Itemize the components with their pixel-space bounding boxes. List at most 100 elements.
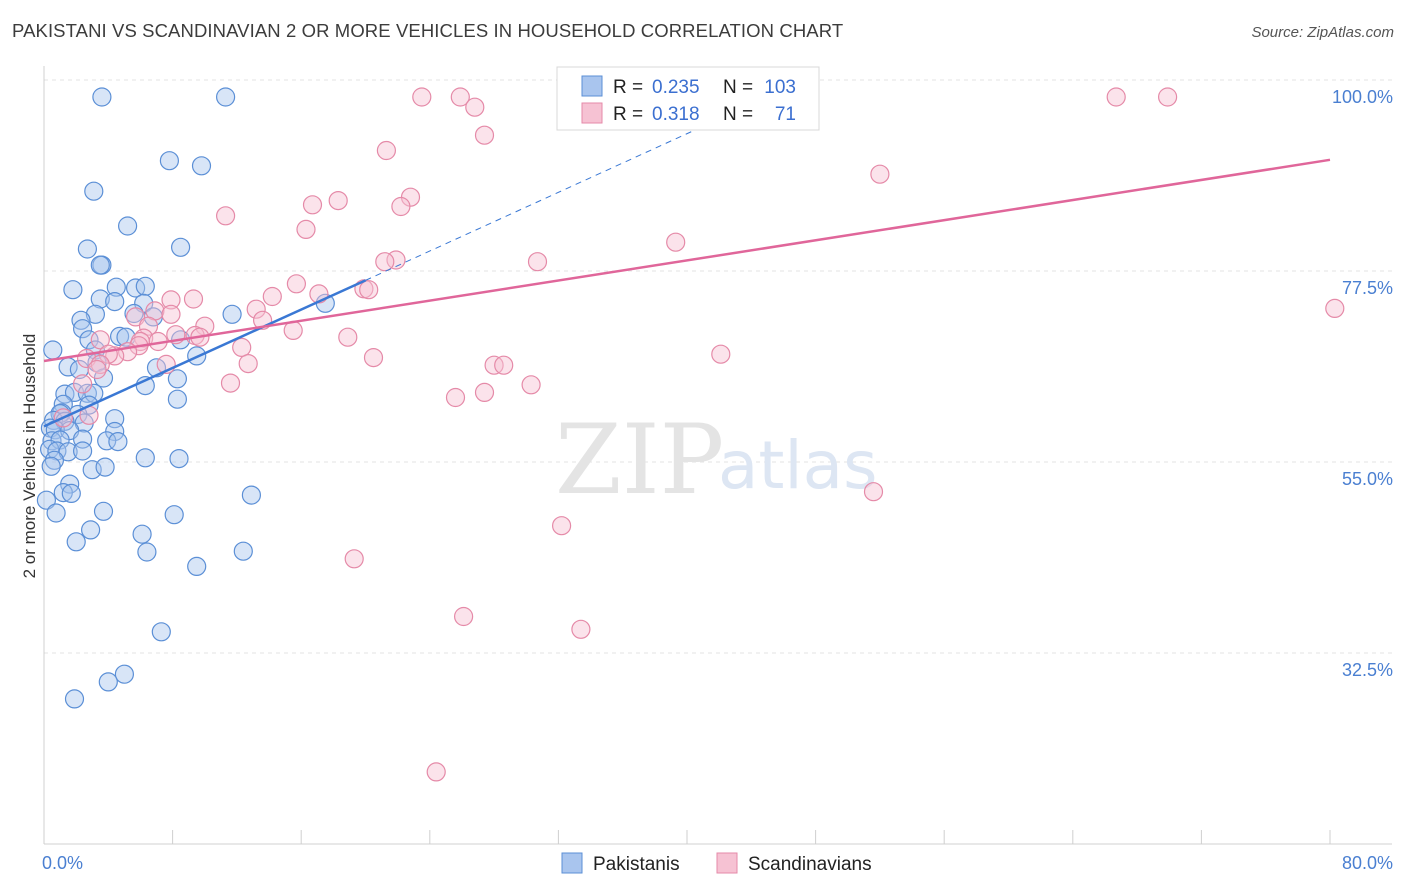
scandinavians-point-32: [126, 307, 146, 327]
scandinavians-point-43: [90, 330, 110, 350]
pakistanis-point-67: [169, 449, 189, 469]
scandinavians-point-31: [161, 304, 181, 324]
pakistanis-point-68: [41, 456, 61, 476]
scandinavians-point-53: [238, 354, 258, 374]
scandinavians-point-62: [474, 382, 495, 402]
scandinavians-point-20: [527, 252, 548, 272]
scandinavians-point-71: [571, 619, 591, 639]
scandinavians-point-68: [551, 516, 572, 536]
scandinavians-point-59: [220, 373, 241, 393]
scandinavians-point-67: [863, 482, 884, 502]
legend-n-value-2: 71: [775, 104, 796, 125]
pakistanis-point-6: [171, 237, 191, 257]
scandinavians-point-0: [412, 87, 432, 107]
pakistanis-point-2: [159, 151, 179, 171]
legend-n-value-1: 103: [764, 77, 796, 98]
pakistanis-point-24: [79, 330, 99, 350]
scandinavians-point-18: [666, 232, 686, 252]
x-tick-label-min: 0.0%: [42, 853, 83, 873]
pakistanis-point-76: [93, 501, 114, 521]
y-tick-label-2: 55.0%: [1342, 469, 1393, 489]
pakistanis-point-86: [114, 664, 135, 684]
watermark-zip: ZIP: [555, 404, 724, 516]
trend-scandinavians: [43, 158, 1331, 363]
pakistanis-point-87: [98, 672, 118, 692]
scandinavians-point-69: [344, 549, 364, 569]
pakistanis-point-42: [167, 389, 187, 409]
scandinavians-point-49: [363, 348, 384, 368]
pakistanis-point-13: [135, 276, 155, 296]
pakistanis-point-84: [187, 556, 207, 577]
pakistanis-point-3: [191, 156, 212, 176]
scandinavians-point-17: [296, 219, 316, 239]
x-tick-label-max: 80.0%: [1342, 853, 1393, 873]
legend-box: R = 0.235 N = 103 R = 0.318 N = 71: [556, 66, 820, 131]
scandinavians-point-29: [246, 299, 266, 319]
scandinavians-point-26: [262, 286, 282, 307]
pakistanis-point-73: [61, 483, 81, 503]
pakistanis-point-60: [108, 432, 128, 452]
pakistanis-point-78: [46, 503, 66, 523]
scandinavians-point-57: [494, 355, 514, 375]
legend-swatch-pink: [581, 102, 603, 124]
scandinavians-point-56: [484, 355, 504, 375]
pakistanis-point-21: [222, 304, 242, 324]
scandinavians-point-13: [328, 191, 348, 211]
pakistanis-point-79: [80, 520, 101, 540]
pakistanis-point-70: [95, 457, 115, 477]
pakistanis-point-77: [164, 505, 184, 525]
pakistanis-point-85: [151, 622, 171, 642]
scandinavians-point-11: [870, 164, 890, 184]
pakistanis-point-4: [84, 181, 104, 201]
scandinavians-point-24: [359, 280, 379, 300]
pakistanis-point-25: [43, 340, 63, 360]
pakistanis-point-1: [216, 87, 236, 107]
scandinavians-point-27: [161, 290, 181, 310]
scandinavians-point-21: [375, 252, 395, 272]
scandinavians-point-1: [450, 87, 470, 107]
pakistanis-point-72: [53, 483, 73, 503]
pakistanis-point-26: [109, 326, 130, 346]
y-tick-label-0: 100.0%: [1332, 87, 1393, 107]
pakistanis-point-38: [55, 384, 75, 404]
scandinavians-point-22: [286, 274, 306, 294]
bottom-legend: Pakistanis Scandinavians: [561, 852, 872, 875]
pakistanis-point-10: [63, 280, 83, 300]
bottom-legend-swatch-scandinavians: [716, 852, 738, 874]
legend-r-value-1: 0.235: [652, 77, 700, 98]
pakistanis-point-36: [167, 369, 187, 389]
pakistanis-point-66: [44, 450, 65, 470]
watermark-atlas: atlas: [718, 427, 878, 504]
y-tick-labels: 100.0% 77.5% 55.0% 32.5%: [1332, 87, 1393, 680]
pakistanis-point-12: [126, 278, 146, 298]
legend-swatch-blue: [581, 75, 603, 97]
scandinavians-point-15: [391, 196, 411, 217]
scandinavians-point-6: [1106, 87, 1126, 107]
y-tick-label-3: 32.5%: [1342, 660, 1393, 680]
pakistanis-point-74: [241, 485, 261, 505]
x-tick-marks: [43, 830, 1331, 844]
y-axis-label: 2 or more Vehicles in Household: [20, 334, 39, 579]
bottom-legend-swatch-pakistanis: [561, 852, 583, 874]
pakistanis-point-83: [233, 541, 253, 561]
scandinavians-point-39: [338, 327, 358, 347]
pakistanis-point-11: [106, 277, 126, 297]
scandinavians-point-8: [465, 97, 485, 117]
scandinavians-point-55: [90, 354, 110, 374]
scandinavians-point-16: [216, 206, 236, 226]
pakistanis-point-15: [105, 292, 125, 312]
scandinavians-point-28: [183, 289, 204, 309]
legend-n-label-2: N =: [723, 104, 753, 125]
pakistanis-point-14: [90, 289, 110, 309]
scandinavians-point-58: [87, 359, 107, 380]
legend-r-label-1: R =: [613, 77, 643, 98]
chart-title: PAKISTANI VS SCANDINAVIAN 2 OR MORE VEHI…: [12, 20, 844, 41]
legend-r-value-2: 0.318: [652, 104, 700, 125]
trend-pakistanis: [43, 279, 367, 428]
pakistanis-point-41: [84, 383, 104, 403]
pakistanis-point-0: [92, 87, 112, 107]
pakistanis-point-63: [58, 442, 78, 462]
scandinavians-point-70: [454, 606, 474, 627]
legend-r-label-2: R =: [613, 104, 643, 125]
